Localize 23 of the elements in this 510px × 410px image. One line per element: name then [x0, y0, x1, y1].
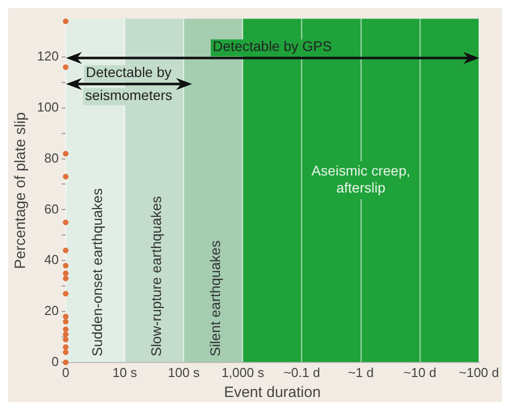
- annotation: Detectable by seismometers: [85, 64, 172, 103]
- x-tick-label: ~10 d: [403, 364, 436, 380]
- x-axis-title: Event duration: [224, 384, 321, 402]
- y-tick-label: 120: [36, 48, 59, 64]
- x-tick-label: 10 s: [112, 364, 138, 380]
- x-tick-label: ~100 d: [458, 364, 499, 380]
- y-axis-title: Percentage of plate slip: [12, 112, 30, 269]
- y-tick-label: 80: [44, 150, 59, 166]
- y-tick-label: 20: [44, 303, 59, 318]
- band-label: Aseismic creep, afterslip: [311, 162, 410, 196]
- x-tick-label: 100 s: [168, 364, 200, 380]
- x-tick-label: ~1 d: [348, 364, 374, 380]
- y-tick-label: 0: [51, 354, 59, 369]
- y-tick-label: 100: [36, 99, 59, 114]
- y-tick-label: 40: [44, 252, 59, 268]
- y-tick-label: 60: [44, 201, 59, 216]
- band-label: Slow-rupture earthquakes: [148, 196, 164, 356]
- annotation: Detectable by GPS: [212, 38, 332, 54]
- band-label: Silent earthquakes: [207, 240, 224, 356]
- band-label: Sudden-onset earthquakes: [89, 188, 106, 356]
- x-tick-label: ~0.1 d: [284, 364, 320, 380]
- x-tick-label: 0: [62, 364, 70, 380]
- x-tick-label: 1,000 s: [221, 364, 265, 380]
